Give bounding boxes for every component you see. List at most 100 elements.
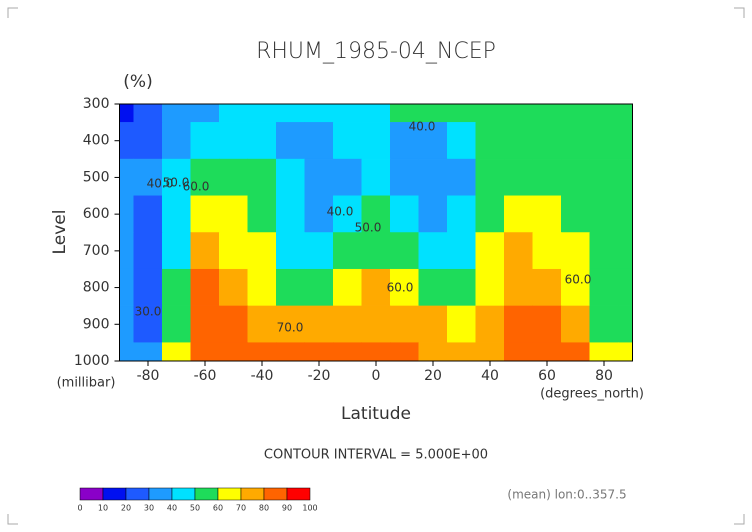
y-tick-label: 900 bbox=[83, 316, 110, 332]
cell bbox=[276, 342, 305, 362]
cell bbox=[190, 122, 220, 160]
cell bbox=[532, 122, 562, 160]
cell bbox=[561, 158, 590, 197]
cell bbox=[119, 195, 134, 233]
cell bbox=[119, 122, 134, 160]
cell bbox=[276, 305, 305, 343]
contour-label: 40.0 bbox=[327, 205, 354, 219]
cell bbox=[162, 268, 191, 307]
cell bbox=[504, 232, 533, 270]
cell bbox=[390, 305, 419, 343]
x-tick-label: 0 bbox=[372, 368, 381, 384]
cell bbox=[618, 103, 633, 123]
cell bbox=[618, 342, 633, 362]
colorbar-box bbox=[240, 487, 265, 501]
cell bbox=[162, 342, 191, 362]
cell bbox=[133, 122, 163, 160]
cell bbox=[561, 195, 590, 233]
colorbar-label: 100 bbox=[302, 504, 317, 513]
colorbar-label: 30 bbox=[144, 504, 154, 513]
contour-label: 40.0 bbox=[147, 177, 174, 191]
cell bbox=[504, 342, 533, 362]
cell bbox=[162, 305, 191, 343]
cell bbox=[589, 158, 619, 197]
colorbar-box bbox=[286, 487, 311, 501]
cell bbox=[447, 232, 476, 270]
cell bbox=[219, 305, 248, 343]
cell bbox=[447, 342, 476, 362]
cell bbox=[190, 305, 220, 343]
cell bbox=[219, 268, 248, 307]
cell bbox=[589, 342, 619, 362]
y-tick-label: 1000 bbox=[74, 353, 110, 369]
cell bbox=[219, 232, 248, 270]
cell bbox=[561, 342, 590, 362]
colorbar-box bbox=[102, 487, 127, 501]
cell bbox=[418, 305, 448, 343]
cell bbox=[361, 158, 391, 197]
cell bbox=[390, 268, 419, 307]
cell bbox=[333, 232, 362, 270]
cell bbox=[561, 268, 590, 307]
cell bbox=[504, 195, 533, 233]
cell bbox=[475, 268, 505, 307]
cell bbox=[247, 305, 277, 343]
x-tick-label: 80 bbox=[595, 368, 613, 384]
cell bbox=[475, 305, 505, 343]
cell bbox=[390, 342, 419, 362]
contour-label: 50.0 bbox=[163, 176, 190, 190]
cell bbox=[532, 195, 562, 233]
x-axis-label: Latitude bbox=[341, 404, 411, 424]
cell bbox=[219, 158, 248, 197]
cell bbox=[304, 342, 334, 362]
cell bbox=[247, 195, 277, 233]
cell bbox=[618, 232, 633, 270]
cell bbox=[618, 305, 633, 343]
cell bbox=[447, 158, 476, 197]
colorbar-label: 90 bbox=[282, 504, 292, 513]
cell bbox=[333, 342, 362, 362]
cell bbox=[504, 122, 533, 160]
cell bbox=[361, 305, 391, 343]
cell bbox=[418, 122, 448, 160]
colorbar-box bbox=[125, 487, 150, 501]
cell bbox=[418, 232, 448, 270]
cell bbox=[589, 103, 619, 123]
cell bbox=[276, 232, 305, 270]
y-tick-label: 700 bbox=[83, 243, 110, 259]
cell bbox=[504, 103, 533, 123]
x-tick-label: 20 bbox=[424, 368, 442, 384]
cell bbox=[561, 232, 590, 270]
cell bbox=[589, 268, 619, 307]
cell bbox=[219, 103, 248, 123]
cell bbox=[162, 122, 191, 160]
contour-label: 40.0 bbox=[409, 120, 436, 134]
cell bbox=[276, 158, 305, 197]
y-unit: (millibar) bbox=[57, 376, 116, 391]
cell bbox=[618, 195, 633, 233]
colorbar-box bbox=[263, 487, 288, 501]
cell bbox=[532, 158, 562, 197]
x-unit: (degrees_north) bbox=[540, 387, 644, 402]
cell bbox=[162, 103, 191, 123]
cell bbox=[447, 268, 476, 307]
cell bbox=[418, 158, 448, 197]
y-tick-label: 300 bbox=[83, 96, 110, 112]
cell bbox=[447, 122, 476, 160]
cell bbox=[390, 158, 419, 197]
cell bbox=[219, 122, 248, 160]
cell bbox=[190, 103, 220, 123]
cell bbox=[361, 103, 391, 123]
cell bbox=[333, 305, 362, 343]
cell bbox=[418, 342, 448, 362]
cell bbox=[589, 232, 619, 270]
cell bbox=[361, 122, 391, 160]
colorbar-label: 70 bbox=[236, 504, 246, 513]
cell bbox=[475, 103, 505, 123]
cell bbox=[561, 305, 590, 343]
cell bbox=[276, 103, 305, 123]
cell bbox=[304, 305, 334, 343]
cell bbox=[247, 103, 277, 123]
cell bbox=[532, 232, 562, 270]
cell bbox=[475, 232, 505, 270]
